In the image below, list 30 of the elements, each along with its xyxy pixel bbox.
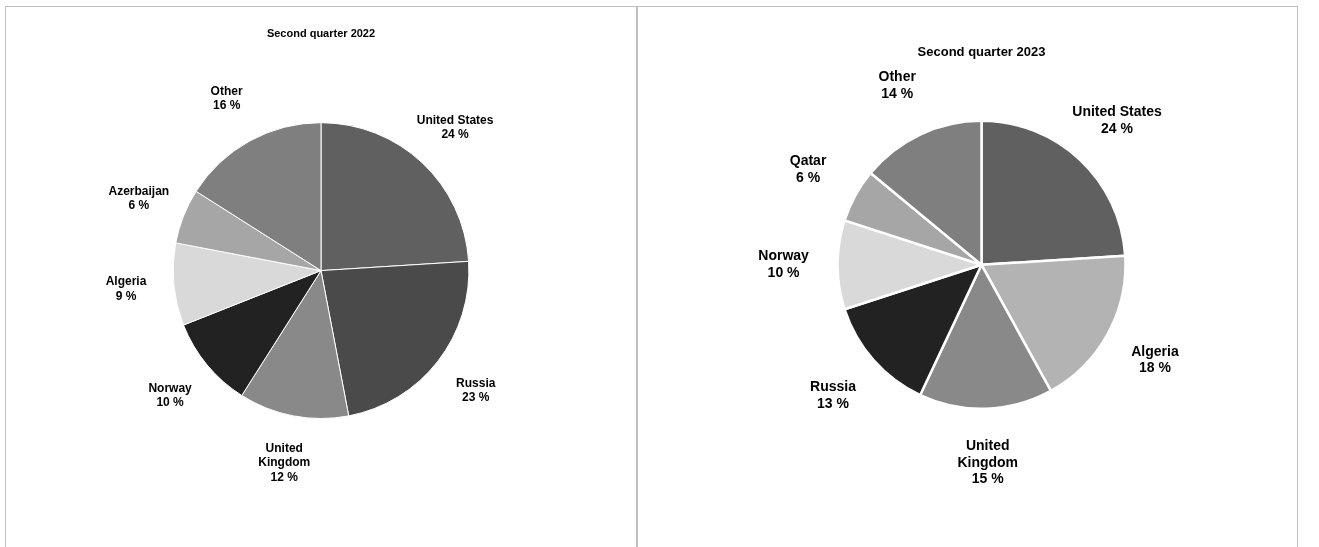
data-label: 24 % <box>441 127 470 142</box>
data-label: 15 % <box>971 470 1005 487</box>
data-label: 13 % <box>817 394 850 411</box>
chart-title: Second quarter 2022 <box>266 26 376 39</box>
data-label: 12 % <box>270 469 299 484</box>
data-label: 23 % <box>462 390 490 405</box>
slice-label: Algeria <box>1131 342 1179 359</box>
slice-label: Other <box>210 84 243 99</box>
slice-label: Other <box>878 68 917 85</box>
slice-label: Russia <box>810 378 857 395</box>
slice-label: Norway <box>758 247 810 264</box>
slice-label: United Kingdom <box>957 436 1019 470</box>
data-label: 16 % <box>212 98 241 113</box>
slice-label: Russia <box>456 375 496 390</box>
data-label: 6 % <box>128 198 150 212</box>
data-label: 6 % <box>795 168 821 185</box>
data-label: 9 % <box>115 288 137 303</box>
slice-label: Algeria <box>105 274 147 289</box>
slice-label: United States <box>1072 102 1162 119</box>
slice-label: United States <box>416 112 494 127</box>
data-label: 10 % <box>767 264 801 281</box>
slice-label: Azerbaijan <box>108 183 170 198</box>
slice-label: United Kingdom <box>258 440 311 470</box>
data-label: 14 % <box>881 84 914 101</box>
chart-title: Second quarter 2023 <box>917 44 1046 60</box>
data-label: 18 % <box>1139 359 1172 376</box>
data-label: 24 % <box>1101 119 1134 136</box>
slice-label: Norway <box>148 380 193 395</box>
slice-label: Qatar <box>789 151 827 168</box>
data-label: 10 % <box>156 394 185 409</box>
